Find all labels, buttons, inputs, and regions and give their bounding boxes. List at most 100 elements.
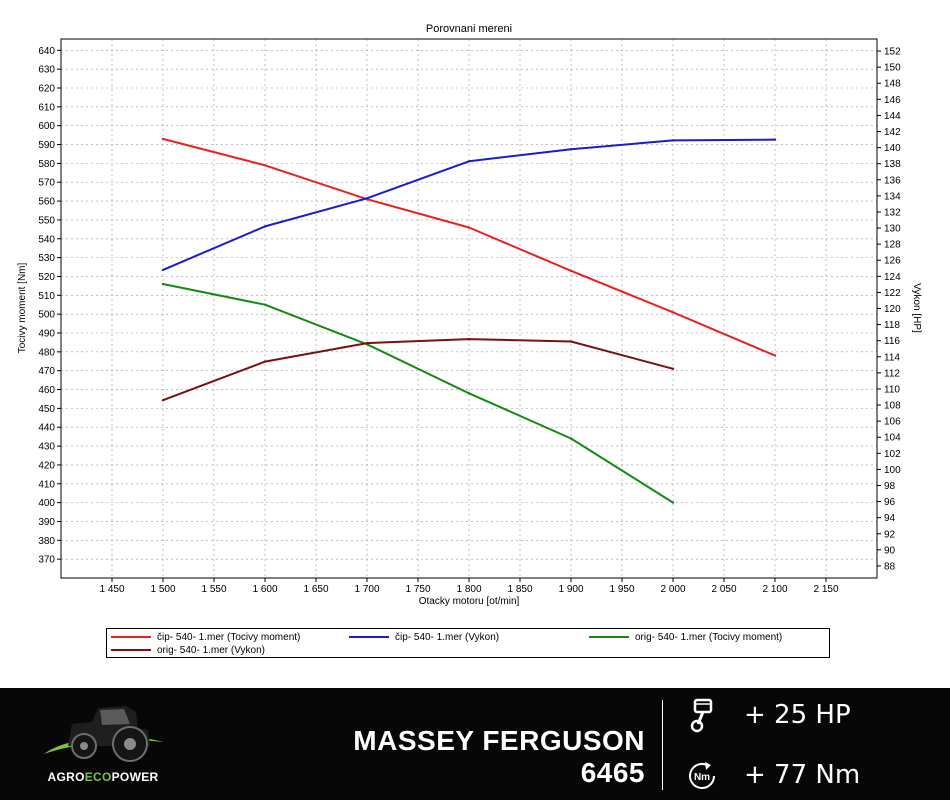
- y-tick-label: 540: [38, 234, 55, 245]
- y2-axis-label: Vykon [HP]: [911, 283, 922, 333]
- grid: [61, 39, 877, 578]
- data-point: [263, 360, 267, 363]
- y2-tick-label: 136: [884, 175, 901, 186]
- y-tick-label: 430: [38, 442, 55, 453]
- data-point: [773, 138, 777, 141]
- y-tick-label: 370: [38, 555, 55, 566]
- y2-tick-label: 120: [884, 304, 901, 315]
- data-point: [569, 269, 573, 272]
- y2-tick-label: 102: [884, 449, 901, 460]
- legend-swatch: [111, 636, 151, 639]
- x-tick-label: 1 500: [150, 584, 175, 595]
- y-tick-label: 470: [38, 366, 55, 377]
- x-tick-label: 1 800: [456, 584, 481, 595]
- series-points-4: [161, 337, 675, 402]
- series-line-3: [162, 283, 674, 504]
- power-gain: + 25 HP: [744, 700, 851, 730]
- y-tick-label: 530: [38, 253, 55, 264]
- x-tick-label: 1 550: [201, 584, 226, 595]
- y-tick-label: 520: [38, 272, 55, 283]
- data-point: [569, 148, 573, 151]
- data-point: [161, 282, 165, 286]
- x-tick-label: 1 700: [354, 584, 379, 595]
- y-tick-label: 630: [38, 65, 55, 76]
- data-point: [161, 399, 165, 402]
- x-axis-label: Otacky motoru [ot/min]: [419, 596, 520, 607]
- y2-tick-label: 92: [884, 529, 896, 540]
- data-point: [569, 340, 573, 343]
- x-axis-ticks: 1 450 1 500 1 550 1 600 1 650 1 700 1 750 1 800…: [99, 578, 839, 595]
- torque-icon-label: Nm: [694, 772, 710, 783]
- y2-tick-label: 112: [884, 368, 900, 379]
- y2-tick-label: 104: [884, 433, 901, 444]
- y-axis-ticks: 370 380 390 400 410 420 430 440 450 460 470 480 490 5…: [38, 46, 61, 566]
- y2-tick-label: 140: [884, 143, 901, 154]
- y-tick-label: 440: [38, 423, 55, 434]
- y2-tick-label: 98: [884, 481, 896, 492]
- brand-banner: AGROECOPOWER MASSEY FERGUSON 6465 + 25 H…: [0, 688, 950, 800]
- y2-tick-label: 100: [884, 465, 901, 476]
- data-point: [773, 354, 777, 357]
- y2-tick-label: 152: [884, 47, 901, 58]
- x-tick-label: 1 650: [303, 584, 328, 595]
- legend-swatch: [349, 636, 389, 639]
- data-point: [671, 139, 675, 142]
- y-tick-label: 450: [38, 404, 55, 415]
- y-tick-label: 500: [38, 310, 55, 321]
- y2-tick-label: 88: [884, 561, 896, 572]
- y2-tick-label: 116: [884, 336, 900, 347]
- data-point: [467, 392, 471, 395]
- y2-tick-label: 142: [884, 127, 901, 138]
- legend-swatch: [589, 636, 629, 639]
- y2-tick-label: 148: [884, 79, 901, 90]
- data-point: [467, 337, 471, 341]
- data-point: [161, 137, 165, 141]
- legend-item-cip-torque: čip- 540- 1.mer (Tocivy moment): [111, 632, 300, 644]
- x-tick-label: 2 100: [762, 584, 787, 595]
- y-tick-label: 580: [38, 159, 55, 170]
- legend-label: orig- 540- 1.mer (Vykon): [157, 645, 265, 656]
- y-tick-label: 570: [38, 178, 55, 189]
- x-tick-label: 1 750: [405, 584, 430, 595]
- data-point: [263, 164, 267, 167]
- y-tick-label: 480: [38, 347, 55, 358]
- legend-label: čip- 540- 1.mer (Tocivy moment): [157, 632, 301, 643]
- series-lines: [161, 137, 777, 504]
- y-tick-label: 610: [38, 102, 55, 113]
- y-tick-label: 460: [38, 385, 55, 396]
- x-tick-label: 2 000: [660, 584, 685, 595]
- legend-label: čip- 540- 1.mer (Vykon): [395, 632, 500, 643]
- logo-text: AGROECOPOWER: [47, 770, 159, 784]
- y-tick-label: 640: [38, 46, 55, 57]
- legend-swatch: [111, 649, 151, 652]
- y-tick-label: 550: [38, 215, 55, 226]
- data-point: [263, 225, 267, 228]
- y2-tick-label: 146: [884, 95, 901, 106]
- y2-tick-label: 96: [884, 497, 896, 508]
- chart: Porovnani mereni 1 450 1 500 1 550 1 600 1 6…: [17, 23, 922, 607]
- y2-tick-label: 150: [884, 63, 901, 74]
- y2-tick-label: 126: [884, 256, 901, 267]
- piston-icon: [690, 698, 713, 733]
- y2-tick-label: 106: [884, 417, 901, 428]
- x-tick-label: 2 050: [711, 584, 736, 595]
- x-tick-label: 1 600: [252, 584, 277, 595]
- y-tick-label: 410: [38, 479, 55, 490]
- y-tick-label: 590: [38, 140, 55, 151]
- y2-tick-label: 130: [884, 224, 901, 235]
- x-tick-label: 1 900: [558, 584, 583, 595]
- x-tick-label: 1 950: [609, 584, 634, 595]
- legend-item-cip-power: čip- 540- 1.mer (Vykon): [349, 632, 499, 644]
- data-point: [467, 226, 471, 229]
- torque-gain: + 77 Nm: [744, 760, 861, 790]
- y2-tick-label: 124: [884, 272, 901, 283]
- legend-item-orig-power: orig- 540- 1.mer (Vykon): [111, 645, 265, 657]
- banner-divider: [662, 700, 663, 790]
- data-point: [263, 303, 267, 306]
- series-points-2: [161, 138, 777, 272]
- y2-tick-label: 94: [884, 513, 896, 524]
- y2-tick-label: 138: [884, 159, 901, 170]
- data-point: [671, 311, 675, 314]
- data-point: [467, 160, 471, 163]
- y2-tick-label: 114: [884, 352, 900, 363]
